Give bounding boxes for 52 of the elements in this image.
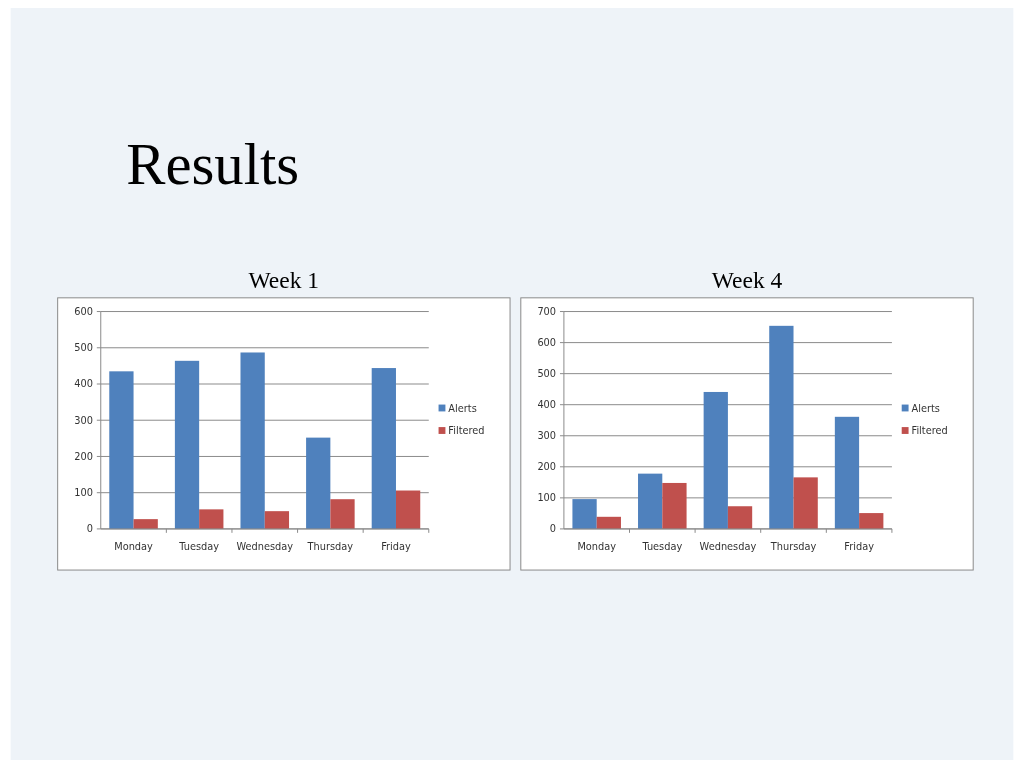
x-tick-label: Monday xyxy=(577,541,617,553)
y-tick-label: 300 xyxy=(74,414,93,426)
x-tick-label: Friday xyxy=(381,541,411,553)
bar xyxy=(596,516,621,529)
x-tick-label: Tuesday xyxy=(641,541,683,553)
bar xyxy=(199,509,224,529)
x-tick-label: Friday xyxy=(844,541,875,553)
text: Results xyxy=(126,132,300,198)
legend-label: Filtered xyxy=(911,425,948,437)
y-tick-label: 400 xyxy=(74,378,93,390)
bar xyxy=(371,368,396,529)
bar xyxy=(859,513,884,529)
x-tick-label: Thursday xyxy=(306,541,354,553)
y-tick-label: 200 xyxy=(74,450,93,462)
y-tick-label: 500 xyxy=(74,342,93,354)
bar xyxy=(703,391,728,529)
chart-title: Week 1 xyxy=(248,267,320,294)
bar xyxy=(240,352,265,529)
legend-label: Alerts xyxy=(448,402,477,414)
chart-title: Week 4 xyxy=(711,267,783,294)
y-tick-label: 100 xyxy=(537,492,557,504)
x-tick-label: Monday xyxy=(114,541,154,553)
bar xyxy=(834,416,860,529)
bar xyxy=(793,477,818,529)
legend-label: Alerts xyxy=(911,402,940,414)
y-tick-label: 100 xyxy=(74,487,93,499)
x-tick-label: Thursday xyxy=(769,541,817,553)
bar xyxy=(395,490,421,529)
x-tick-label: Wednesday xyxy=(699,541,757,553)
y-tick-label: 0 xyxy=(549,523,557,535)
y-tick-label: 700 xyxy=(537,305,557,317)
bar xyxy=(662,482,687,529)
y-tick-label: 0 xyxy=(86,523,93,535)
bar xyxy=(133,519,158,529)
bar xyxy=(174,360,200,529)
y-tick-label: 200 xyxy=(537,461,557,473)
y-tick-label: 400 xyxy=(537,399,557,411)
y-tick-label: 600 xyxy=(537,337,557,349)
x-tick-label: Wednesday xyxy=(236,541,294,553)
bar xyxy=(638,473,663,529)
legend-label: Filtered xyxy=(448,425,485,437)
bar xyxy=(727,506,753,529)
bar xyxy=(330,499,355,529)
x-tick-label: Tuesday xyxy=(178,541,220,553)
y-tick-label: 500 xyxy=(537,368,557,380)
y-tick-label: 300 xyxy=(537,430,557,442)
bar xyxy=(572,499,597,529)
bar xyxy=(306,437,331,529)
bar xyxy=(769,325,794,529)
bar xyxy=(109,371,134,529)
bar xyxy=(264,511,290,529)
y-tick-label: 600 xyxy=(74,305,93,317)
